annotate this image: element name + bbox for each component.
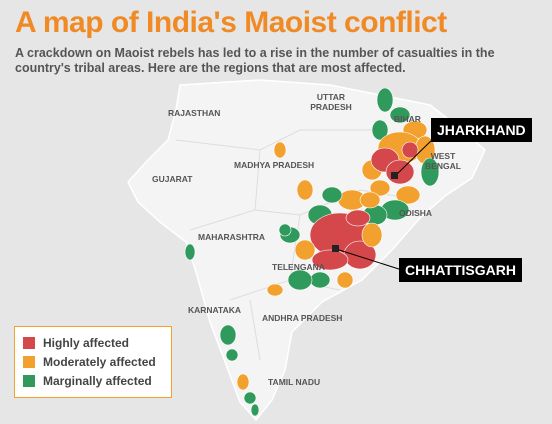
moderately-affected-area (294, 239, 316, 261)
region-label: MADHYA PRADESH (234, 160, 315, 170)
marginally-affected-area (219, 324, 237, 346)
moderately-affected-area (336, 271, 354, 289)
region-label: RAJASTHAN (168, 108, 221, 118)
highly-affected-area (401, 141, 419, 159)
region-label: MAHARASHTRA (198, 232, 266, 242)
legend-item: Moderately affected (23, 352, 171, 371)
region-label: BIHAR (394, 114, 421, 124)
moderately-affected-area (359, 191, 381, 209)
title: A map of India's Maoist conflict (15, 6, 447, 39)
callout-marker (332, 245, 339, 252)
marginally-affected-area (250, 403, 260, 417)
legend-label: Highly affected (43, 335, 130, 350)
moderately-affected-area (361, 222, 383, 248)
moderately-affected-area (369, 179, 391, 197)
legend-item: Highly affected (23, 333, 171, 352)
marginally-affected-area (376, 87, 394, 113)
region-label: ODISHA (399, 208, 433, 218)
callout-marker (391, 172, 398, 179)
highly-affected-area (345, 209, 371, 227)
moderately-affected-area (236, 373, 250, 391)
marginally-affected-area (243, 391, 257, 405)
region-label: GUJARAT (152, 174, 193, 184)
legend: Highly affected Moderately affected Marg… (14, 326, 172, 398)
callout-line (335, 248, 403, 271)
region-label: TAMIL NADU (268, 377, 321, 387)
subtitle: A crackdown on Maoist rebels has led to … (15, 46, 495, 75)
region-label: ANDHRA PRADESH (262, 313, 343, 323)
moderately-affected-area (273, 141, 287, 159)
legend-swatch (23, 355, 35, 368)
region-label: UTTAR PRADESH (310, 92, 352, 112)
region-label: KARNATAKA (188, 305, 242, 315)
moderately-affected-area (395, 185, 421, 205)
legend-swatch (23, 336, 35, 349)
marginally-affected-area (420, 157, 440, 187)
legend-swatch (23, 374, 35, 387)
marginally-affected-area (278, 223, 292, 237)
highly-affected-area (311, 249, 349, 271)
legend-item: Marginally affected (23, 371, 171, 390)
callout-label: CHHATTISGARH (399, 258, 522, 282)
region-label: WEST BENGAL (425, 151, 461, 171)
moderately-affected-area (296, 179, 314, 201)
marginally-affected-area (287, 269, 313, 291)
region-label: TELENGANA (272, 262, 325, 272)
legend-label: Marginally affected (43, 373, 152, 388)
callout-label: JHARKHAND (431, 118, 532, 142)
marginally-affected-area (321, 186, 343, 204)
marginally-affected-area (309, 271, 331, 289)
highly-affected-area (385, 159, 415, 185)
marginally-affected-area (225, 348, 239, 362)
legend-label: Moderately affected (43, 354, 156, 369)
marginally-affected-area (184, 243, 196, 261)
moderately-affected-area (266, 283, 284, 297)
marginally-affected-area (389, 106, 411, 124)
marginally-affected-area (371, 119, 389, 141)
callout-line (394, 135, 437, 177)
